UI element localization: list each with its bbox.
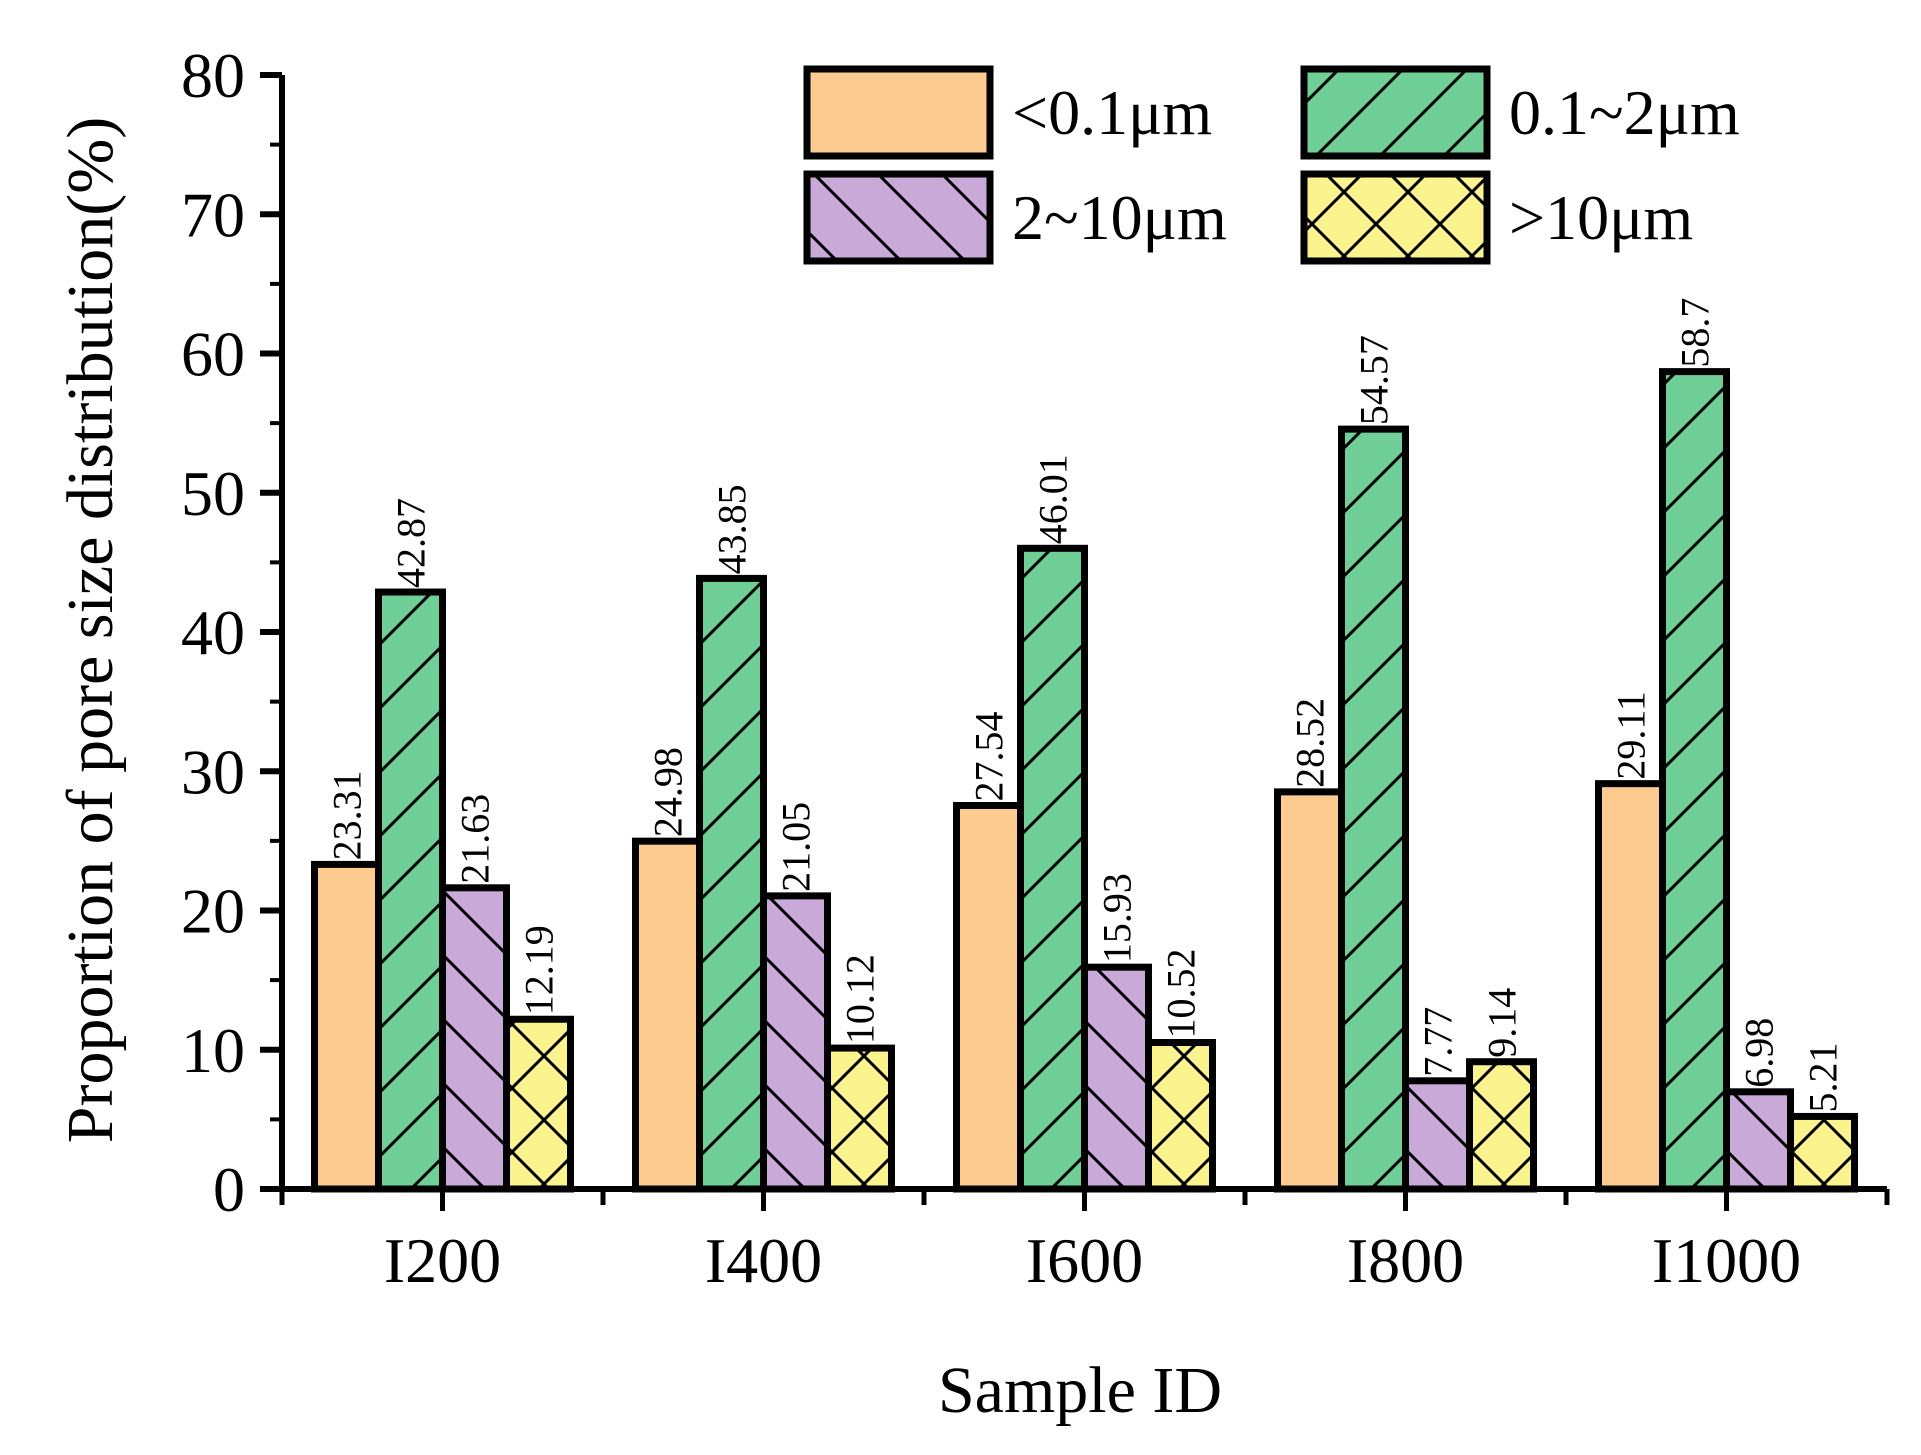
bar-hatch-i1000-gt-10um	[1790, 1116, 1855, 1189]
x-tick-label-i1000: I1000	[1652, 1225, 1801, 1296]
legend-label-lt-0-1um: <0.1μm	[1012, 77, 1212, 148]
y-tick-label-60: 60	[181, 319, 245, 390]
data-label-i200-lt-0-1um: 23.31	[325, 770, 370, 860]
y-tick-label-0: 0	[213, 1154, 245, 1225]
bar-hatch-i600-gt-10um	[1148, 1042, 1213, 1189]
bar-hatch-i800-gt-10um	[1469, 1061, 1534, 1189]
bar-hatch-i200-0-1-2um	[378, 592, 443, 1189]
legend-label-gt-10um: >10μm	[1509, 182, 1693, 253]
legend-swatch-lt-0-1um	[807, 69, 990, 156]
legend-swatch-hatch-0-1-2um	[1304, 69, 1487, 156]
y-tick-label-30: 30	[181, 736, 245, 807]
legend-swatch-outline-0-1-2um	[1300, 65, 1491, 160]
data-label-i200-gt-10um: 12.19	[517, 925, 562, 1015]
bar-i400-lt-0-1um	[635, 841, 700, 1189]
legend-swatch-outline-lt-0-1um	[803, 65, 994, 160]
data-label-i1000-2-10um: 6.98	[1737, 1018, 1782, 1088]
data-label-i800-0-1-2um: 54.57	[1352, 335, 1397, 425]
bar-i800-lt-0-1um	[1277, 791, 1342, 1189]
legend-swatch-hatch-gt-10um	[1304, 174, 1487, 261]
data-label-i200-2-10um: 21.63	[453, 794, 498, 884]
data-label-i600-lt-0-1um: 27.54	[967, 712, 1012, 802]
bar-i200-lt-0-1um	[314, 864, 379, 1189]
y-tick-label-70: 70	[181, 179, 245, 250]
data-label-i400-0-1-2um: 43.85	[710, 484, 755, 574]
bar-hatch-i200-2-10um	[442, 887, 507, 1189]
legend-label-2-10um: 2~10μm	[1012, 182, 1227, 253]
bar-hatch-i200-gt-10um	[506, 1019, 571, 1189]
y-tick-label-50: 50	[181, 458, 245, 529]
y-tick-label-10: 10	[181, 1015, 245, 1086]
legend: <0.1μm 0.1~2μm 2~10μm >10μm	[803, 65, 1740, 265]
data-label-i800-gt-10um: 9.14	[1480, 988, 1525, 1058]
data-label-i200-0-1-2um: 42.87	[389, 498, 434, 588]
bar-hatch-i600-0-1-2um	[1020, 548, 1085, 1189]
bars-group	[311, 368, 1858, 1193]
legend-swatch-hatch-2-10um	[807, 174, 990, 261]
bar-i1000-lt-0-1um	[1598, 783, 1663, 1189]
data-label-i800-2-10um: 7.77	[1416, 1007, 1461, 1077]
data-label-i400-lt-0-1um: 24.98	[646, 747, 691, 837]
bar-hatch-i1000-2-10um	[1726, 1091, 1791, 1189]
data-labels-group: 23.31 24.98 27.54 28.52 29.11 42.87 43.85 46.01…	[325, 298, 1846, 1113]
y-tick-label-20: 20	[181, 876, 245, 947]
data-label-i600-2-10um: 15.93	[1095, 873, 1140, 963]
data-label-i400-gt-10um: 10.12	[838, 954, 883, 1044]
y-tick-label-80: 80	[181, 40, 245, 111]
bar-hatch-i400-2-10um	[763, 895, 828, 1189]
legend-swatch-outline-gt-10um	[1300, 170, 1491, 265]
data-label-i1000-0-1-2um: 58.7	[1673, 298, 1718, 368]
bar-hatch-i400-0-1-2um	[699, 578, 764, 1189]
x-tick-label-i400: I400	[705, 1225, 822, 1296]
y-tick-label-40: 40	[181, 597, 245, 668]
bar-hatch-i400-gt-10um	[827, 1048, 892, 1189]
legend-swatch-outline-2-10um	[803, 170, 994, 265]
x-axis-ticks: I200 I400 I600 I800 I1000	[279, 1189, 1890, 1296]
data-label-i600-0-1-2um: 46.01	[1031, 454, 1076, 544]
bar-hatch-i800-2-10um	[1405, 1080, 1470, 1189]
bar-hatch-i1000-0-1-2um	[1662, 371, 1727, 1189]
y-axis-title: Proportion of pore size distribution(%)	[54, 117, 127, 1143]
data-label-i400-2-10um: 21.05	[774, 802, 819, 892]
bar-hatch-i800-0-1-2um	[1341, 429, 1406, 1189]
x-tick-label-i200: I200	[384, 1225, 501, 1296]
legend-label-0-1-2um: 0.1~2μm	[1509, 77, 1740, 148]
data-label-i1000-gt-10um: 5.21	[1801, 1042, 1846, 1112]
data-label-i800-lt-0-1um: 28.52	[1288, 698, 1333, 788]
y-axis-ticks: 0 10 20 30 40 50 60 70 80	[181, 40, 282, 1225]
bar-i600-lt-0-1um	[956, 805, 1021, 1189]
x-tick-label-i600: I600	[1026, 1225, 1143, 1296]
x-axis-title: Sample ID	[938, 1354, 1222, 1427]
data-label-i600-gt-10um: 10.52	[1159, 949, 1204, 1039]
x-tick-label-i800: I800	[1347, 1225, 1464, 1296]
data-label-i1000-lt-0-1um: 29.11	[1609, 691, 1654, 780]
bar-hatch-i600-2-10um	[1084, 967, 1149, 1189]
